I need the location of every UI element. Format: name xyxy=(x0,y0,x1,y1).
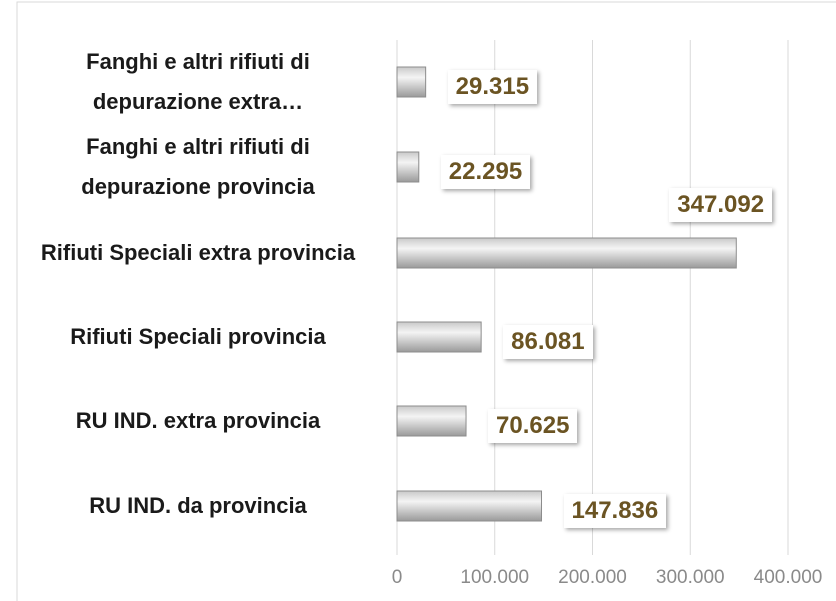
bar xyxy=(396,237,737,269)
value-label: 70.625 xyxy=(488,409,578,443)
x-tick-label: 100.000 xyxy=(460,567,529,588)
bar xyxy=(396,66,427,98)
category-label: Rifiuti Speciali provincia xyxy=(70,324,326,349)
x-tick-label: 400.000 xyxy=(754,567,823,588)
category-label: Fanghi e altri rifiuti di depurazione pr… xyxy=(81,134,315,199)
bar xyxy=(396,151,420,183)
chart-border xyxy=(16,1,836,601)
bar xyxy=(396,321,482,353)
x-tick-label: 200.000 xyxy=(558,567,627,588)
value-label: 22.295 xyxy=(440,155,531,189)
x-tick-label: 0 xyxy=(392,567,403,588)
bar xyxy=(396,490,543,522)
value-label: 147.836 xyxy=(563,494,667,528)
x-tick-label: 300.000 xyxy=(656,567,725,588)
value-label: 29.315 xyxy=(447,70,538,104)
category-label: Rifiuti Speciali extra provincia xyxy=(40,240,356,265)
category-label: RU IND. extra provincia xyxy=(75,408,321,433)
value-label: 347.092 xyxy=(669,188,773,222)
bar xyxy=(396,405,467,437)
category-label: Fanghi e altri rifiuti di depurazione ex… xyxy=(86,49,310,114)
value-label: 86.081 xyxy=(503,325,593,359)
category-label: RU IND. da provincia xyxy=(89,493,307,518)
